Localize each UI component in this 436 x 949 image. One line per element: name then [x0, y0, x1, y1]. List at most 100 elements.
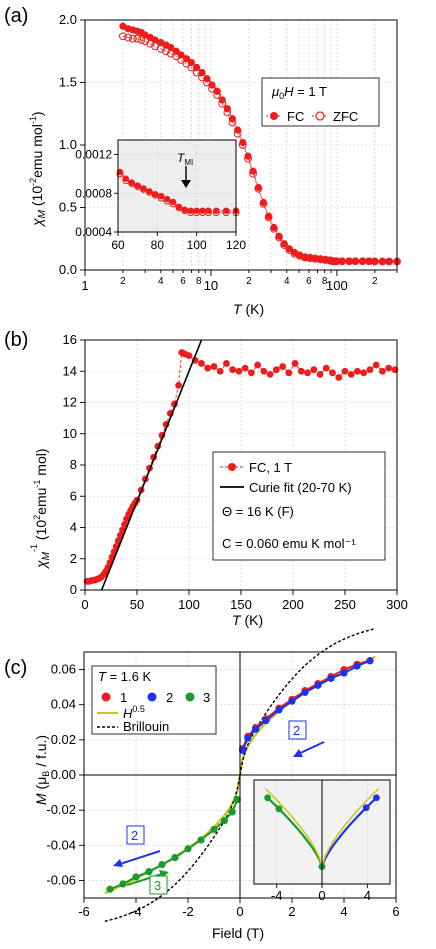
panel-c-point: [327, 674, 335, 682]
panel-a-inset-point-fc: [163, 195, 171, 203]
panel-b-point: [316, 370, 324, 378]
panel-a-xtick-minor-label: 6: [306, 276, 312, 287]
panel-b-point: [366, 366, 374, 374]
panel-b-point: [329, 369, 336, 377]
panel-a-point-zfc: [254, 184, 263, 193]
panel-b-point: [185, 352, 193, 360]
panel-a-inset-point-zfc: [157, 194, 165, 202]
panel-b-point: [279, 363, 286, 370]
panel-b-series: [83, 339, 399, 591]
panel-a-ytick-label: 0.5: [59, 200, 77, 215]
panel-a-inset-xtick-label: 120: [226, 238, 246, 252]
panel-b-ylabel: χM-1 (102emu-1 mol): [29, 448, 52, 570]
panel-a-legend-zfc-marker: [315, 111, 325, 121]
panel-a-inset-point-zfc: [204, 209, 212, 217]
panel-b-point: [347, 370, 355, 378]
panel-b-legend-fit: Curie fit (20-70 K): [249, 480, 352, 495]
panel-a-inset-point-zfc: [163, 197, 171, 205]
panel-a-point-zfc: [213, 91, 222, 99]
panel-c-axes: -6 -4 -2 0 2 4 6 -0.06 -0.04 -0.02 0.00 0.02 0.04 0.0…: [46, 652, 400, 919]
panel-c-xlabel: Field (T): [212, 925, 264, 941]
panel-c-point: [184, 845, 192, 853]
panel-b-point: [304, 369, 311, 377]
panel-a-xtick-label: 1: [81, 278, 88, 293]
panel-c-inset-point-green: [264, 794, 271, 802]
panel-c-ytick-label: 0.04: [51, 697, 76, 712]
panel-c-xtick-label: 0: [236, 904, 243, 919]
panel-c-inset-blue-line: [320, 794, 380, 868]
panel-a-point-zfc: [306, 254, 314, 263]
panel-b-ytick-label: 12: [63, 395, 77, 410]
panel-c-point: [228, 808, 236, 816]
panel-a-legend: μ0H = 1 T FC ZFC: [261, 77, 380, 127]
panel-a-xtick-minor-label: 2: [246, 276, 252, 287]
panel-a-point-zfc: [146, 39, 155, 48]
panel-c-inset-xtick-label: -4: [271, 888, 283, 903]
panel-b-ytick-label: 10: [63, 426, 77, 441]
panel-c-point: [275, 706, 283, 714]
panel-c-ytick-label: -0.04: [46, 837, 76, 852]
panel-c-chart: -6 -4 -2 0 2 4 6 -0.06 -0.04 -0.02 0.00 0.02 0.04 0.0…: [33, 628, 400, 941]
panel-a-point-zfc: [137, 36, 146, 44]
panel-a-xtick-minor-label: 2: [372, 276, 378, 287]
panel-c-legend-3: 3: [203, 690, 210, 705]
panel-a-point-zfc: [385, 257, 394, 266]
panel-b-ytick-label: 2: [70, 551, 77, 566]
panel-c-point: [244, 734, 252, 742]
panel-a-inset-point-zfc: [140, 185, 148, 193]
panel-a-ytick-label: 1.0: [59, 137, 77, 152]
panel-a-legend-title: μ0H = 1 T: [271, 84, 327, 101]
panel-b-ytick-label: 0: [70, 582, 77, 597]
panel-b-legend-box: [212, 451, 386, 561]
panel-c-ytick-label: -0.06: [46, 872, 76, 887]
panel-a-point-zfc: [264, 213, 273, 222]
panel-b-point: [297, 367, 305, 375]
panel-c-inset: -4 0 4: [253, 779, 391, 903]
panel-a-inset-annotation: TMI: [177, 151, 193, 167]
panel-c-inset-xtick-label: 0: [318, 888, 325, 903]
panel-c-label-3: 3: [154, 878, 161, 893]
panel-c-point: [106, 885, 114, 893]
panel-c-xtick-label: -2: [182, 904, 194, 919]
panel-c-point: [262, 716, 270, 725]
panel-a-point-zfc: [311, 254, 320, 263]
panel-a-inset-point-zfc: [151, 191, 159, 199]
panel-b-point: [216, 367, 224, 375]
panel-a-point-zfc: [316, 255, 325, 264]
panel-c-label: (c): [4, 657, 27, 679]
panel-a-inset-xtick-label: 60: [111, 238, 125, 252]
panel-b-ytick-label: 6: [70, 488, 77, 503]
panel-a-point-zfc: [198, 73, 206, 82]
panel-a-inset-point-fc: [199, 207, 206, 214]
panel-c-legend-brillouin: Brillouin: [123, 719, 169, 734]
panel-a-point-zfc: [162, 47, 170, 56]
panel-b-ytick-label: 14: [63, 363, 77, 378]
panel-c-ytick-label: 0.00: [51, 767, 76, 782]
panel-a-inset-xtick-label: 80: [151, 238, 165, 252]
panel-c-point: [233, 796, 241, 804]
panel-c-inset-xtick-label: 4: [364, 888, 371, 903]
panel-a-point-zfc: [133, 34, 142, 43]
panel-a-point-zfc: [249, 169, 257, 178]
panel-a-legend-fc-marker: [270, 112, 278, 120]
panel-c-xtick-label: -4: [130, 904, 142, 919]
panel-c-arrow-3: [126, 872, 166, 886]
panel-a-xtick-label: 10: [204, 278, 218, 293]
panel-c-point: [132, 873, 140, 881]
panel-a-ytick-label: 1.5: [59, 75, 77, 90]
panel-b-legend-c: C = 0.060 emu K mol⁻¹: [222, 536, 356, 551]
panel-c-point: [220, 817, 228, 825]
panel-a-point-zfc: [119, 32, 127, 41]
panel-c-legend-3-marker: [185, 692, 195, 702]
panel-a-point-zfc: [172, 52, 181, 61]
panel-a-label: (a): [4, 5, 28, 27]
panel-b-point: [310, 366, 318, 374]
panel-b-curie-fit-line: [100, 339, 203, 591]
panel-a-point-zfc: [233, 129, 242, 138]
panel-a-point-zfc: [187, 63, 196, 72]
panel-a-inset-axes: 60 80 100 120 0.0004 0.0008 0.0012: [75, 148, 246, 252]
panel-a-inset-line: [119, 173, 236, 214]
panel-a-xtick-minor-label: 4: [284, 276, 290, 287]
panel-b-point: [210, 363, 218, 370]
panel-b-chart: 0 50 100 150 200 250 300 0 2 4 6 8 10 12 14 16 T (K) χM…: [29, 332, 408, 628]
